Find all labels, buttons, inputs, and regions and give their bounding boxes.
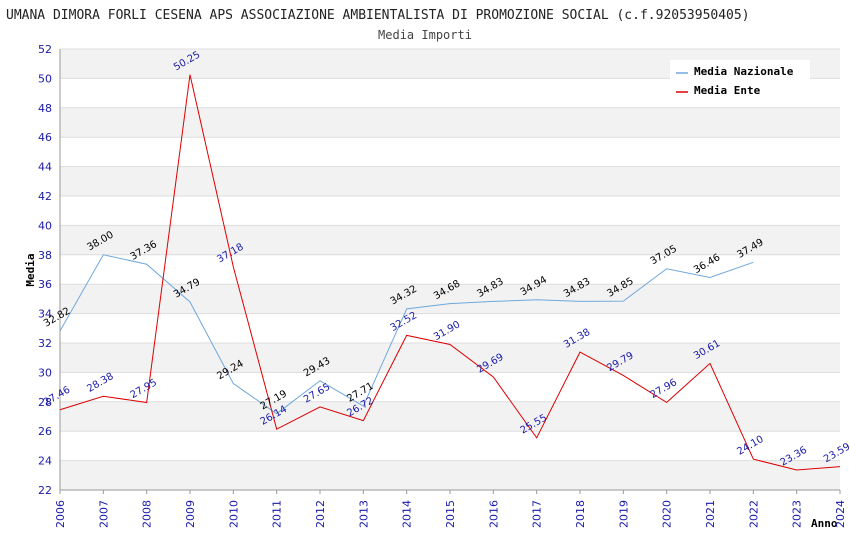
x-tick-label: 2010 — [227, 500, 240, 528]
data-label: 27.96 — [649, 377, 679, 401]
gridlines — [60, 48, 840, 491]
y-tick-label: 42 — [38, 190, 52, 203]
x-tick-label: 2008 — [141, 500, 154, 528]
y-tick-label: 44 — [38, 161, 52, 174]
x-tick-label: 2016 — [487, 500, 500, 528]
x-tick-label: 2020 — [661, 500, 674, 528]
x-tick-label: 2015 — [444, 500, 457, 528]
x-tick-label: 2013 — [357, 500, 370, 528]
y-tick-label: 32 — [38, 337, 52, 350]
y-tick-label: 38 — [38, 249, 52, 262]
series-line-nazionale — [59, 254, 754, 415]
x-tick-label: 2006 — [54, 500, 67, 528]
grid-band — [60, 107, 840, 138]
x-tick-label: 2019 — [617, 500, 630, 528]
chart-subtitle: Media Importi — [378, 28, 472, 42]
x-axis-label: Anno — [811, 517, 838, 530]
y-tick-labels: 22 24 26 28 30 32 34 36 38 40 42 44 46 48 50 52 — [38, 43, 52, 497]
x-tick-label: 2012 — [314, 500, 327, 528]
y-tick-label: 26 — [38, 425, 52, 438]
x-tick-label: 2017 — [531, 500, 544, 528]
legend-box — [670, 60, 810, 101]
x-tick-label: 2018 — [574, 500, 587, 528]
data-label: 24.10 — [735, 434, 765, 458]
x-tick-label: 2023 — [791, 500, 804, 528]
data-label: 31.90 — [432, 319, 462, 343]
grid-band — [60, 166, 840, 196]
x-tick-label: 2022 — [747, 500, 760, 528]
y-tick-label: 46 — [38, 131, 52, 144]
y-tick-label: 30 — [38, 366, 52, 379]
grid-band — [60, 460, 840, 490]
y-tick-label: 40 — [38, 219, 52, 232]
y-tick-label: 22 — [38, 484, 52, 497]
data-label: 36.46 — [692, 252, 722, 276]
x-tick-labels: 2006 2007 2008 2009 2010 2011 2012 2013 2014 2015… — [54, 490, 847, 528]
y-tick-label: 50 — [38, 72, 52, 85]
x-tick-label: 2024 — [834, 500, 847, 528]
chart-title: UMANA DIMORA FORLI CESENA APS ASSOCIAZIO… — [6, 8, 750, 23]
y-tick-label: 52 — [38, 43, 52, 56]
x-tick-label: 2021 — [704, 500, 717, 528]
x-tick-label: 2007 — [97, 500, 110, 528]
legend-label-ente: Media Ente — [694, 84, 761, 97]
data-label: 28.38 — [85, 371, 115, 395]
y-tick-label: 24 — [38, 455, 52, 468]
y-tick-label: 28 — [38, 396, 52, 409]
grid-band — [60, 401, 840, 432]
x-tick-label: 2014 — [401, 500, 414, 528]
grid-band — [60, 225, 840, 255]
y-axis-label: Media — [24, 253, 37, 286]
x-tick-label: 2011 — [271, 500, 284, 528]
data-label: 27.95 — [129, 377, 159, 401]
background-bands — [60, 49, 840, 490]
series-line-ente — [59, 74, 841, 471]
series-lines — [59, 74, 841, 471]
y-tick-label: 36 — [38, 278, 52, 291]
grid-band — [60, 343, 840, 373]
grid-band — [60, 284, 840, 314]
y-tick-label: 34 — [38, 308, 52, 321]
x-tick-label: 2009 — [184, 500, 197, 528]
legend-label-nazionale: Media Nazionale — [694, 65, 794, 78]
legend: Media Nazionale Media Ente — [670, 60, 810, 101]
y-tick-label: 48 — [38, 102, 52, 115]
